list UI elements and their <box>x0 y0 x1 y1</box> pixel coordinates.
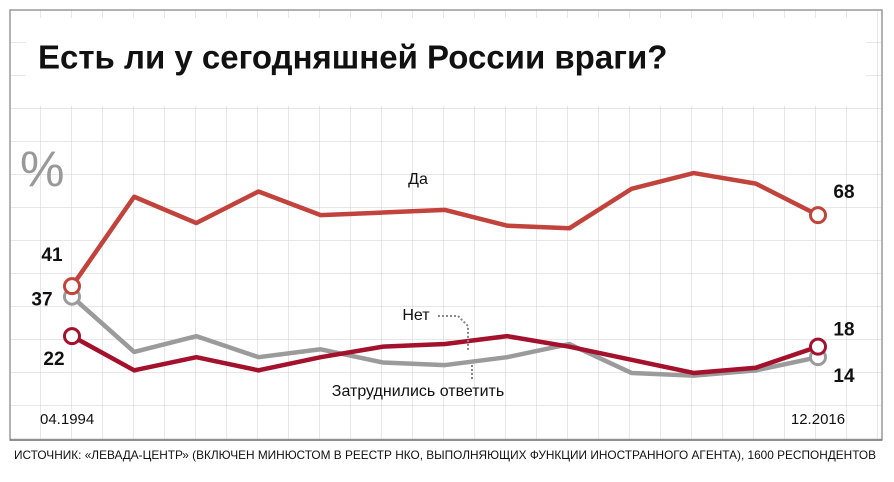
source-note: ИСТОЧНИК: «ЛЕВАДА-ЦЕНТР» (ВКЛЮЧЕН МИНЮСТ… <box>14 448 876 462</box>
value-label: 41 <box>41 245 63 266</box>
end-point <box>63 327 81 346</box>
value-label: 18 <box>833 320 854 341</box>
title-box <box>26 18 866 106</box>
series-line <box>70 170 820 288</box>
end-point <box>809 206 827 225</box>
x-tick-label: 12.2016 <box>791 411 845 428</box>
value-label: 14 <box>833 366 855 387</box>
series-label: Нет <box>402 307 430 324</box>
end-point <box>63 277 81 296</box>
y-axis-label: % <box>20 141 64 197</box>
value-label: 37 <box>31 290 52 311</box>
value-label: 68 <box>833 182 854 203</box>
value-label: 22 <box>43 349 64 370</box>
series-label: Да <box>408 171 428 188</box>
series-line <box>70 333 819 376</box>
footer-box <box>10 441 882 471</box>
series-line <box>70 295 819 378</box>
chart-title: Есть ли у сегодняшней России враги? <box>38 39 667 76</box>
leader-line <box>438 315 469 350</box>
plot: 04.1994 12.2016 41 68 37 14 22 18 Да Нет Затруднил… <box>31 170 855 428</box>
x-tick-label: 04.1994 <box>40 411 94 428</box>
end-point <box>809 337 827 356</box>
series-label: Затруднились ответить <box>332 383 504 400</box>
